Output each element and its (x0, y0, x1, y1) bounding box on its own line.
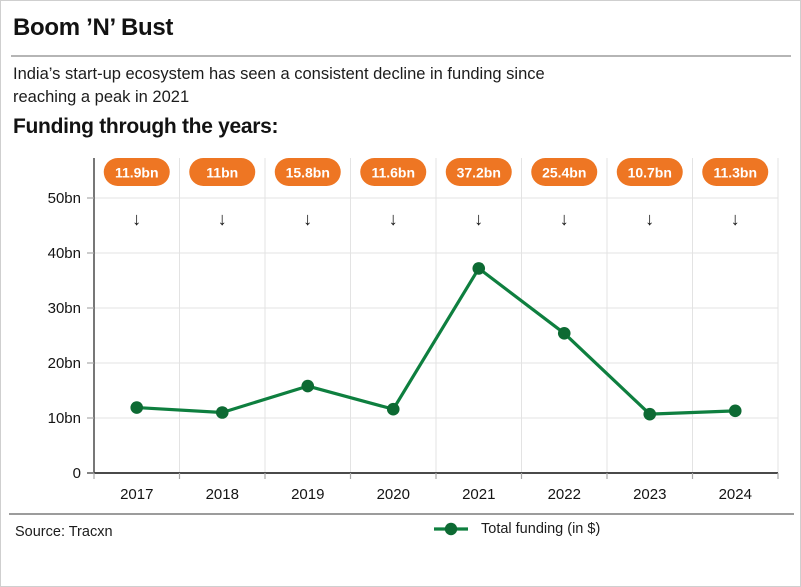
chart-legend: Total funding (in $) (433, 521, 600, 537)
value-badge-label: 15.8bn (286, 165, 330, 181)
data-point-2022 (557, 327, 571, 340)
source-credit: Source: Tracxn (15, 524, 113, 540)
data-point-2018 (215, 406, 229, 419)
x-tick-label: 2023 (633, 486, 666, 503)
value-badge (103, 158, 170, 186)
value-badge-label: 25.4bn (542, 165, 586, 181)
data-point-2021 (472, 262, 486, 275)
value-badge-label: 11.3bn (713, 165, 757, 181)
chart-heading: Funding through the years: (13, 115, 279, 138)
value-badge-label: 10.7bn (628, 165, 672, 181)
y-tick-label: 10bn (48, 410, 81, 427)
y-tick-label: 40bn (48, 245, 81, 262)
funding-line (135, 266, 737, 416)
footer-divider (9, 513, 794, 515)
legend-label: Total funding (in $) (481, 521, 601, 537)
down-arrow-icon: ↓ (303, 209, 312, 229)
y-tick-label: 30bn (48, 300, 81, 317)
y-tick-label: 50bn (48, 190, 81, 207)
title-divider (11, 55, 791, 57)
x-tick-label: 2020 (377, 486, 410, 503)
value-badge (531, 158, 598, 186)
value-badge (616, 158, 683, 186)
y-tick-label: 20bn (48, 355, 81, 372)
value-badge-label: 11.9bn (115, 165, 159, 181)
value-badge-label: 11.6bn (371, 165, 415, 181)
value-badge (702, 158, 769, 186)
x-tick-label: 2017 (120, 486, 153, 503)
data-point-2023 (643, 407, 657, 421)
value-badge-label: 11bn (206, 165, 238, 181)
y-tick-label: 0 (73, 465, 81, 482)
down-arrow-icon: ↓ (218, 209, 227, 229)
value-badge (189, 158, 256, 186)
down-arrow-icon: ↓ (132, 209, 141, 229)
down-arrow-icon: ↓ (645, 209, 654, 229)
down-arrow-icon: ↓ (389, 209, 398, 229)
data-point-2020 (386, 402, 400, 416)
page-title: Boom ’N’ Bust (13, 14, 174, 41)
x-tick-label: 2019 (291, 486, 324, 503)
value-badge (274, 158, 341, 186)
data-point-2019 (301, 379, 315, 393)
down-arrow-icon: ↓ (560, 209, 569, 229)
x-tick-label: 2022 (548, 486, 581, 503)
legend-line-marker-icon (434, 522, 468, 536)
value-badge (445, 158, 512, 186)
value-badge (360, 158, 427, 186)
page-subtitle: India’s start-up ecosystem has seen a co… (13, 65, 545, 106)
x-tick-label: 2018 (206, 486, 239, 503)
down-arrow-icon: ↓ (474, 209, 483, 229)
down-arrow-icon: ↓ (731, 209, 740, 229)
value-badge-label: 37.2bn (457, 165, 501, 181)
x-tick-label: 2021 (462, 486, 495, 503)
data-point-2024 (728, 404, 742, 418)
data-point-2017 (130, 401, 144, 414)
x-tick-label: 2024 (719, 486, 752, 503)
